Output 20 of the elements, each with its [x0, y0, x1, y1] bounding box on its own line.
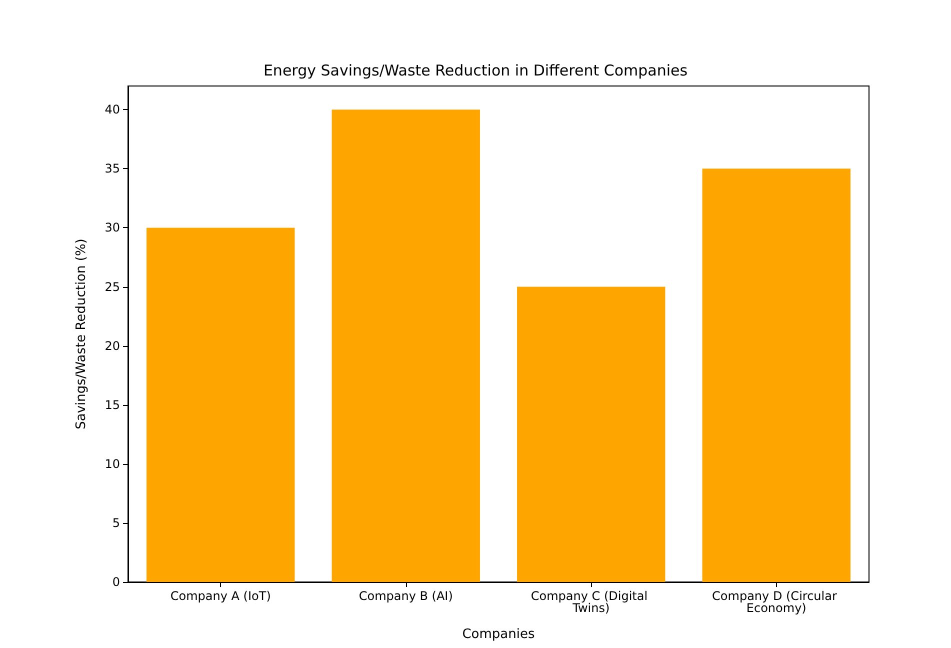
bar	[517, 286, 666, 582]
bar	[146, 228, 295, 582]
y-tick-label: 30	[104, 220, 120, 235]
bar	[702, 168, 850, 582]
bar	[332, 110, 480, 582]
y-tick-label: 25	[104, 280, 120, 294]
y-tick-label: 10	[104, 456, 120, 471]
y-tick-label: 15	[104, 398, 120, 412]
y-tick-label: 40	[104, 102, 120, 117]
x-tick-label: Company B (AI)	[358, 589, 453, 603]
x-tick-label: Company D (Circular Economy)	[712, 589, 841, 615]
x-axis-title: Companies	[462, 627, 535, 642]
y-axis-title: Savings/Waste Reduction (%)	[74, 238, 89, 430]
x-tick-label: Company A (IoT)	[170, 589, 271, 603]
y-tick-label: 35	[104, 162, 120, 176]
y-tick-label: 0	[112, 575, 120, 589]
x-tick-label: Company C (Digital Twins)	[530, 589, 652, 615]
chart-title: Energy Savings/Waste Reduction in Different Companies	[263, 62, 688, 80]
y-tick-label: 5	[112, 516, 120, 530]
y-tick-label: 20	[104, 338, 120, 353]
